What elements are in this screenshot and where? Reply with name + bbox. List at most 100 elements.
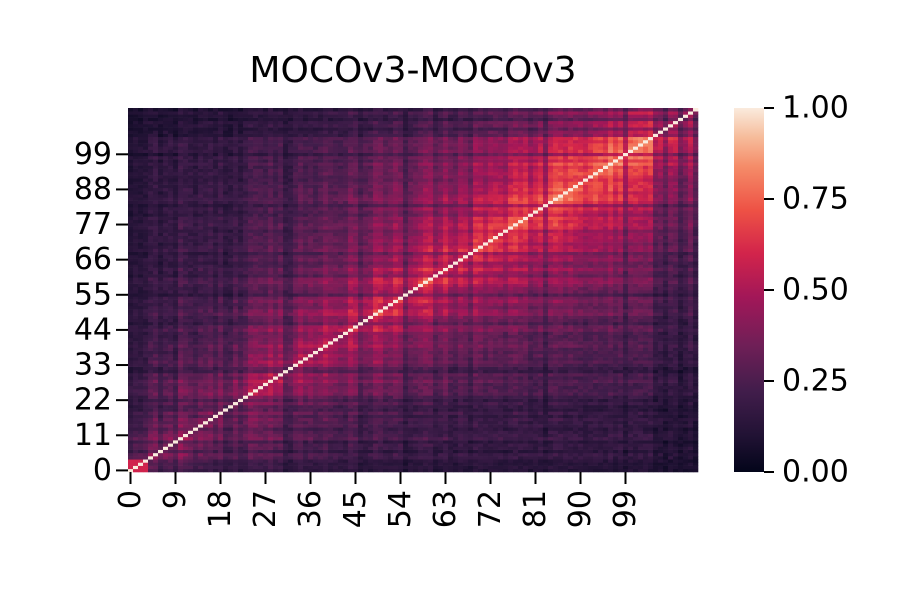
heatmap-cell bbox=[293, 341, 299, 345]
heatmap-cell bbox=[308, 404, 314, 409]
heatmap-cell bbox=[403, 379, 409, 383]
heatmap-cell bbox=[178, 436, 184, 441]
heatmap-cell bbox=[153, 433, 159, 438]
heatmap-cell bbox=[348, 436, 354, 441]
heatmap-cell bbox=[208, 360, 214, 364]
heatmap-cell bbox=[228, 347, 234, 351]
heatmap-cell bbox=[613, 398, 619, 403]
heatmap-cell bbox=[673, 465, 679, 470]
heatmap-cell bbox=[573, 341, 579, 345]
heatmap-cell bbox=[563, 414, 569, 419]
heatmap-cell bbox=[553, 462, 559, 466]
heatmap-cell bbox=[193, 363, 199, 367]
heatmap-cell bbox=[648, 420, 654, 425]
heatmap-cell bbox=[693, 366, 699, 371]
heatmap-cell bbox=[248, 373, 254, 377]
heatmap-cell bbox=[493, 430, 499, 434]
heatmap-cell bbox=[393, 408, 399, 412]
heatmap-cell bbox=[533, 401, 539, 406]
heatmap-cell bbox=[498, 388, 504, 393]
heatmap-cell bbox=[228, 462, 234, 466]
heatmap-cell bbox=[628, 452, 634, 457]
heatmap-cell bbox=[473, 398, 479, 403]
heatmap-cell bbox=[363, 443, 369, 447]
heatmap-cell bbox=[303, 430, 309, 434]
heatmap-cell bbox=[573, 347, 579, 351]
heatmap-cell bbox=[343, 360, 349, 364]
heatmap-cell bbox=[218, 430, 224, 434]
heatmap-cell bbox=[153, 379, 159, 383]
heatmap-cell bbox=[573, 337, 579, 342]
heatmap-cell bbox=[328, 385, 334, 390]
heatmap-cell bbox=[248, 440, 254, 444]
heatmap-cell bbox=[548, 436, 554, 441]
heatmap-cell bbox=[473, 417, 479, 422]
heatmap-cell bbox=[263, 417, 269, 422]
heatmap-cell bbox=[213, 414, 219, 419]
heatmap-cell bbox=[408, 446, 414, 450]
heatmap-cell bbox=[613, 366, 619, 371]
heatmap-cell bbox=[128, 353, 134, 358]
heatmap-cell bbox=[373, 443, 379, 447]
heatmap-cell bbox=[168, 411, 174, 415]
heatmap-cell bbox=[398, 456, 404, 460]
heatmap-cell bbox=[278, 331, 284, 335]
heatmap-cell bbox=[663, 337, 669, 342]
heatmap-cell bbox=[653, 366, 659, 371]
heatmap-cell bbox=[393, 385, 399, 390]
heatmap-cell bbox=[153, 366, 159, 371]
heatmap-cell bbox=[558, 350, 564, 355]
heatmap-cell bbox=[503, 420, 509, 425]
heatmap-cell bbox=[628, 417, 634, 422]
heatmap-cell bbox=[238, 388, 244, 393]
heatmap-cell bbox=[573, 373, 579, 377]
heatmap-cell bbox=[143, 353, 149, 358]
heatmap-cell bbox=[188, 446, 194, 450]
heatmap-cell bbox=[558, 430, 564, 434]
heatmap-cell bbox=[303, 385, 309, 390]
heatmap-cell bbox=[268, 337, 274, 342]
heatmap-cell bbox=[573, 382, 579, 387]
heatmap-cell bbox=[188, 334, 194, 339]
heatmap-cell bbox=[383, 334, 389, 339]
heatmap-cell bbox=[263, 449, 269, 454]
heatmap-cell bbox=[558, 417, 564, 422]
heatmap-cell bbox=[408, 363, 414, 367]
heatmap-cell bbox=[633, 452, 639, 457]
heatmap-cell bbox=[218, 459, 224, 463]
heatmap-cell bbox=[258, 395, 264, 399]
heatmap-cell bbox=[153, 357, 159, 361]
heatmap-cell bbox=[218, 411, 224, 415]
heatmap-cell bbox=[623, 443, 629, 447]
heatmap-cell bbox=[598, 369, 604, 374]
heatmap-cell bbox=[668, 366, 674, 371]
heatmap-cell bbox=[323, 443, 329, 447]
heatmap-cell bbox=[448, 417, 454, 422]
heatmap-cell bbox=[338, 436, 344, 441]
heatmap-cell bbox=[638, 404, 644, 409]
heatmap-cell bbox=[213, 344, 219, 348]
heatmap-cell bbox=[653, 334, 659, 339]
heatmap-cell bbox=[368, 357, 374, 361]
heatmap-cell bbox=[203, 385, 209, 390]
heatmap-cell bbox=[168, 376, 174, 380]
heatmap-cell bbox=[493, 331, 499, 335]
heatmap-cell bbox=[468, 430, 474, 434]
heatmap-cell bbox=[233, 411, 239, 415]
heatmap-cell bbox=[533, 468, 539, 473]
heatmap-cell bbox=[168, 392, 174, 396]
heatmap-cell bbox=[488, 344, 494, 348]
heatmap-cell bbox=[308, 331, 314, 335]
heatmap-cell bbox=[393, 440, 399, 444]
heatmap-cell bbox=[598, 408, 604, 412]
heatmap-cell bbox=[213, 347, 219, 351]
heatmap-cell bbox=[553, 382, 559, 387]
heatmap-cell bbox=[153, 353, 159, 358]
heatmap-cell bbox=[418, 452, 424, 457]
heatmap-cell bbox=[583, 401, 589, 406]
heatmap-cell bbox=[568, 341, 574, 345]
heatmap-cell bbox=[308, 417, 314, 422]
heatmap-cell bbox=[648, 468, 654, 473]
heatmap-cell bbox=[398, 468, 404, 473]
heatmap-cell bbox=[493, 363, 499, 367]
